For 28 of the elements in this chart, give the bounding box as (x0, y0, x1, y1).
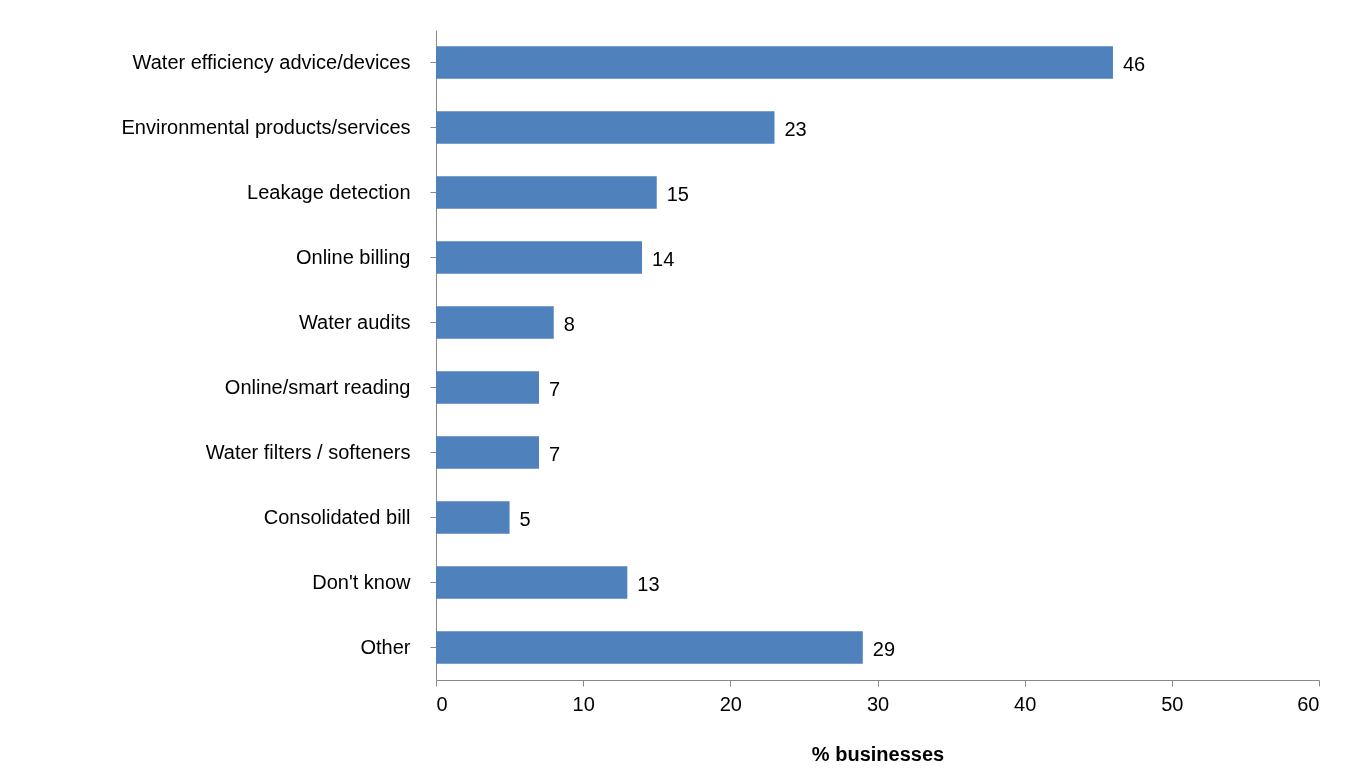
data-label: 8 (563, 312, 575, 335)
data-label: 13 (637, 572, 660, 595)
y-tick-label: Leakage detection (247, 180, 411, 203)
data-label: 14 (652, 247, 675, 270)
x-tick-label: 50 (1161, 692, 1184, 715)
data-label: 46 (1122, 52, 1146, 75)
x-tick-label: 40 (1014, 692, 1037, 715)
y-tick-label: Other (360, 635, 411, 658)
x-tick-label: 60 (1297, 692, 1320, 715)
y-tick-label: Online billing (295, 245, 411, 268)
x-tick-label: 20 (719, 692, 742, 715)
data-label: 15 (666, 182, 689, 205)
data-label: 5 (519, 507, 531, 530)
y-tick-label: Water audits (298, 310, 411, 333)
y-tick-label: Water filters / softeners (205, 440, 411, 463)
x-tick-label: 10 (572, 692, 595, 715)
data-label: 29 (872, 637, 896, 660)
y-tick-label: Water efficiency advice/devices (132, 50, 411, 73)
x-tick-label: 30 (866, 692, 890, 715)
y-tick-label: Consolidated bill (263, 505, 411, 528)
data-label: 23 (784, 117, 807, 140)
data-label: 7 (549, 442, 561, 465)
y-tick-label: Environmental products/services (121, 115, 411, 138)
y-tick-label: Online/smart reading (224, 375, 411, 398)
y-tick-label: Don't know (312, 570, 412, 593)
x-axis-title: % businesses (811, 742, 945, 765)
x-tick-label: 0 (436, 692, 448, 715)
data-label: 7 (549, 377, 561, 400)
